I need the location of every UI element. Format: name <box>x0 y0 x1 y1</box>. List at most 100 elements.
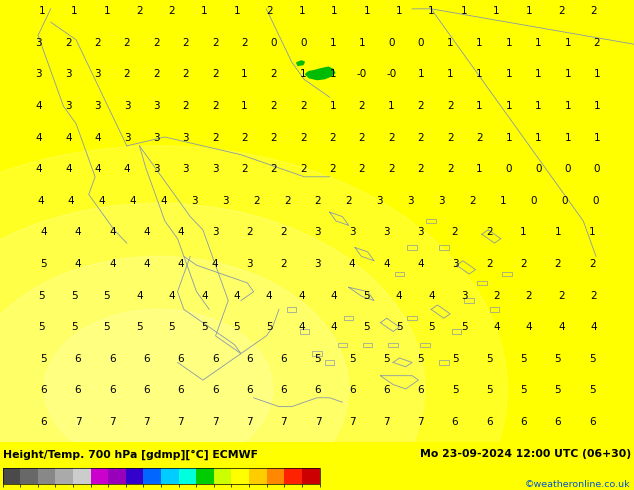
Text: 5: 5 <box>41 354 47 364</box>
Text: 2: 2 <box>212 69 219 79</box>
Text: 5: 5 <box>429 322 435 332</box>
Text: 2: 2 <box>124 69 131 79</box>
Text: 1: 1 <box>39 6 45 16</box>
Text: 1: 1 <box>329 69 336 79</box>
Text: 2: 2 <box>183 101 189 111</box>
Text: ©weatheronline.co.uk: ©weatheronline.co.uk <box>525 480 631 489</box>
Text: 3: 3 <box>383 227 390 237</box>
Text: 4: 4 <box>417 259 424 269</box>
Text: 2: 2 <box>212 38 219 48</box>
Text: 2: 2 <box>388 132 395 143</box>
Text: 1: 1 <box>396 6 403 16</box>
Text: 3: 3 <box>65 101 72 111</box>
Text: 4: 4 <box>178 259 184 269</box>
Text: 7: 7 <box>349 417 356 427</box>
Bar <box>299 329 309 334</box>
Text: 5: 5 <box>521 386 527 395</box>
Text: 2: 2 <box>359 101 365 111</box>
Text: 2: 2 <box>183 69 189 79</box>
Text: 2: 2 <box>314 196 321 206</box>
Text: 4: 4 <box>299 291 305 301</box>
Text: 1: 1 <box>429 6 435 16</box>
Text: 1: 1 <box>505 38 512 48</box>
Text: 2: 2 <box>417 132 424 143</box>
Text: 3: 3 <box>124 132 131 143</box>
Text: 2: 2 <box>359 132 365 143</box>
Bar <box>408 316 417 320</box>
Bar <box>477 281 487 285</box>
Text: 2: 2 <box>589 259 595 269</box>
Text: 4: 4 <box>75 227 81 237</box>
Text: 5: 5 <box>589 354 595 364</box>
Text: 3: 3 <box>191 196 198 206</box>
Text: 2: 2 <box>558 6 565 16</box>
Text: 1: 1 <box>535 101 541 111</box>
Text: 5: 5 <box>201 322 207 332</box>
Text: 2: 2 <box>153 38 160 48</box>
Circle shape <box>44 309 273 468</box>
Text: 2: 2 <box>241 164 248 174</box>
Bar <box>408 245 417 250</box>
Text: 4: 4 <box>558 322 565 332</box>
Text: 3: 3 <box>183 132 189 143</box>
Text: 3: 3 <box>65 69 72 79</box>
Text: 1: 1 <box>461 6 467 16</box>
Text: 7: 7 <box>75 417 81 427</box>
Text: 7: 7 <box>417 417 424 427</box>
Text: 0: 0 <box>592 196 598 206</box>
Text: 6: 6 <box>109 386 115 395</box>
Text: 2: 2 <box>284 196 290 206</box>
Text: 5: 5 <box>486 386 493 395</box>
Text: 1: 1 <box>241 101 248 111</box>
Text: 6: 6 <box>521 417 527 427</box>
Text: 4: 4 <box>160 196 167 206</box>
Text: 1: 1 <box>589 227 595 237</box>
Text: 4: 4 <box>65 132 72 143</box>
Text: 3: 3 <box>246 259 253 269</box>
Text: 3: 3 <box>183 164 189 174</box>
Text: 4: 4 <box>36 101 42 111</box>
Text: 1: 1 <box>447 38 453 48</box>
Text: 2: 2 <box>169 6 175 16</box>
Text: 1: 1 <box>564 132 571 143</box>
Text: 2: 2 <box>124 38 131 48</box>
Text: 1: 1 <box>505 69 512 79</box>
Text: 4: 4 <box>36 164 42 174</box>
Text: 5: 5 <box>589 386 595 395</box>
Polygon shape <box>297 61 304 65</box>
Circle shape <box>0 203 425 490</box>
Text: 1: 1 <box>233 6 240 16</box>
Text: 0: 0 <box>418 38 424 48</box>
Text: 3: 3 <box>222 196 229 206</box>
Text: 4: 4 <box>178 227 184 237</box>
Text: 2: 2 <box>94 38 101 48</box>
Text: 4: 4 <box>233 291 240 301</box>
Text: 5: 5 <box>555 354 561 364</box>
Text: 5: 5 <box>136 322 143 332</box>
Text: 2: 2 <box>447 132 453 143</box>
Text: 6: 6 <box>314 386 321 395</box>
Text: 0: 0 <box>564 164 571 174</box>
Text: 4: 4 <box>331 291 337 301</box>
Text: 7: 7 <box>109 417 115 427</box>
Text: 0: 0 <box>594 164 600 174</box>
Text: 5: 5 <box>71 291 78 301</box>
Text: 3: 3 <box>451 259 458 269</box>
Text: 7: 7 <box>280 417 287 427</box>
Text: 4: 4 <box>68 196 75 206</box>
Text: 1: 1 <box>593 132 600 143</box>
Text: 2: 2 <box>212 101 219 111</box>
Text: 5: 5 <box>39 291 45 301</box>
Text: 5: 5 <box>383 354 390 364</box>
Text: 1: 1 <box>363 6 370 16</box>
Text: 6: 6 <box>280 386 287 395</box>
Text: 4: 4 <box>349 259 356 269</box>
Text: 6: 6 <box>178 354 184 364</box>
Text: 1: 1 <box>505 132 512 143</box>
Text: 4: 4 <box>37 196 44 206</box>
Text: 4: 4 <box>212 259 219 269</box>
Circle shape <box>0 256 349 490</box>
Text: 2: 2 <box>65 38 72 48</box>
Bar <box>420 343 430 347</box>
Text: 6: 6 <box>75 354 81 364</box>
